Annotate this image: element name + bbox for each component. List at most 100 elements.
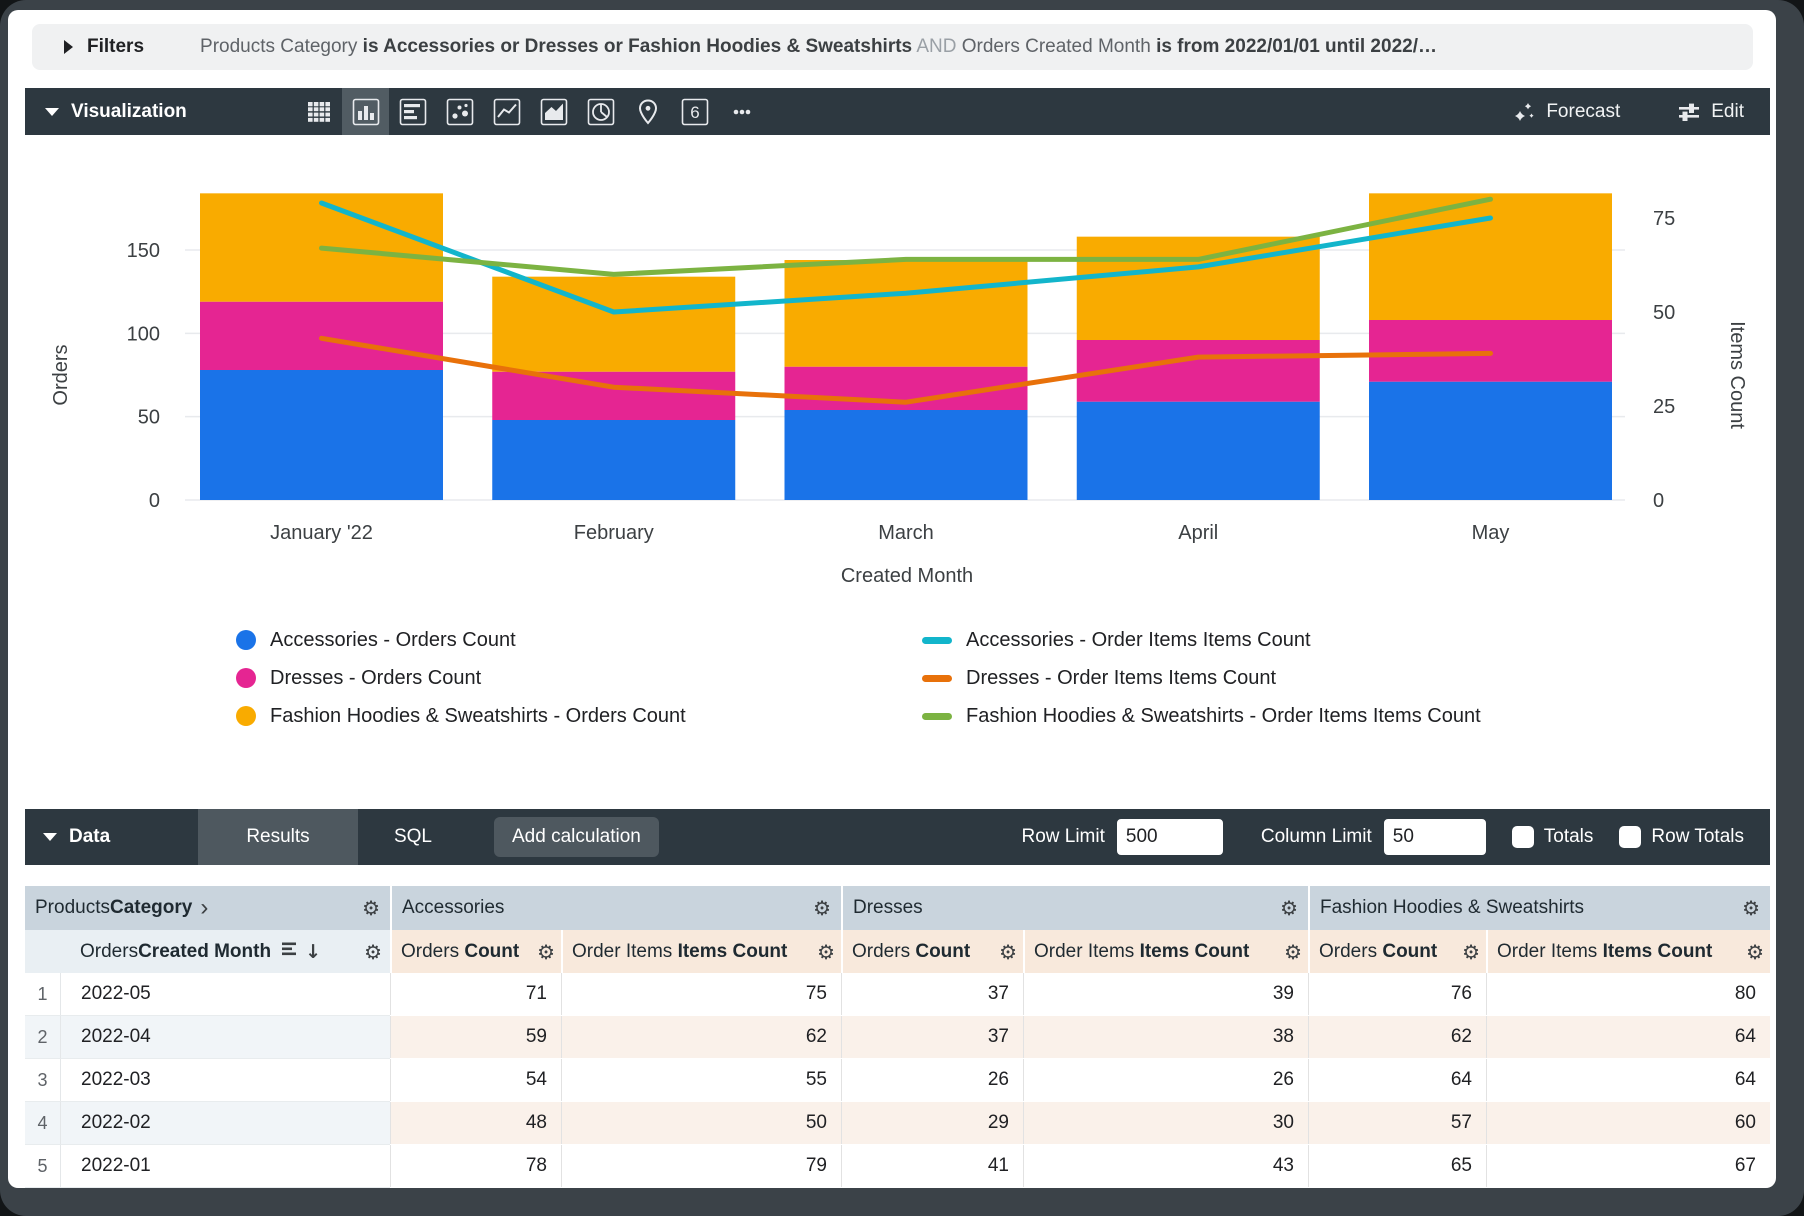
data-collapse[interactable]: Data — [25, 826, 198, 848]
measure-cell[interactable]: 39 — [1023, 973, 1308, 1015]
measure-cell[interactable]: 37 — [841, 1016, 1023, 1058]
measure-cell[interactable]: 26 — [841, 1059, 1023, 1101]
measure-cell[interactable]: 59 — [390, 1016, 561, 1058]
viz-icon-pie-icon[interactable] — [577, 88, 624, 135]
measure-cell[interactable]: 76 — [1308, 973, 1486, 1015]
row-limit-input[interactable] — [1116, 819, 1223, 855]
bar-segment[interactable] — [784, 410, 1028, 500]
measure-header-cell[interactable]: Orders Count ⚙ — [390, 930, 561, 973]
measure-cell[interactable]: 78 — [390, 1145, 561, 1187]
dimension-cell[interactable]: 2022-04 — [60, 1016, 390, 1059]
group-header-cell[interactable]: Products Category › ⚙ — [25, 886, 390, 930]
gear-icon[interactable]: ⚙ — [1462, 939, 1480, 964]
gear-icon[interactable]: ⚙ — [817, 939, 835, 964]
bar-segment[interactable] — [1369, 320, 1612, 382]
dimension-cell[interactable]: 2022-03 — [60, 1059, 390, 1102]
dimension-cell[interactable]: 2022-02 — [60, 1102, 390, 1145]
measure-cell[interactable]: 29 — [841, 1102, 1023, 1144]
bar-segment[interactable] — [1369, 193, 1612, 320]
legend-item[interactable]: Accessories - Order Items Items Count — [922, 621, 1311, 659]
legend-item[interactable]: Accessories - Orders Count — [236, 621, 516, 659]
sort-desc-arrow-icon[interactable]: ↓ — [305, 940, 321, 963]
column-limit-input[interactable] — [1383, 819, 1486, 855]
measure-cell[interactable]: 64 — [1486, 1059, 1770, 1101]
measure-cell[interactable]: 37 — [841, 973, 1023, 1015]
legend-item[interactable]: Fashion Hoodies & Sweatshirts - Order It… — [922, 697, 1481, 735]
legend-item[interactable]: Dresses - Order Items Items Count — [922, 659, 1276, 697]
measure-cell[interactable]: 65 — [1308, 1145, 1486, 1187]
gear-icon[interactable]: ⚙ — [537, 939, 555, 964]
measure-cell[interactable]: 60 — [1486, 1102, 1770, 1144]
measure-cell[interactable]: 30 — [1023, 1102, 1308, 1144]
viz-icon-column-icon[interactable] — [342, 88, 389, 135]
viz-icon-single-value-icon[interactable]: 6 — [671, 88, 718, 135]
measure-cell[interactable]: 57 — [1308, 1102, 1486, 1144]
totals-checkbox[interactable] — [1511, 826, 1534, 848]
row-totals-checkbox[interactable] — [1619, 826, 1642, 848]
bar-segment[interactable] — [784, 260, 1028, 367]
measure-cell[interactable]: 62 — [1308, 1016, 1486, 1058]
measure-header-cell[interactable]: Order Items Items Count ⚙ — [1486, 930, 1770, 973]
viz-icon-bar-icon[interactable] — [389, 88, 436, 135]
measure-cell[interactable]: 38 — [1023, 1016, 1308, 1058]
dimension-cell[interactable]: 2022-05 — [60, 973, 390, 1016]
measure-cell[interactable]: 64 — [1308, 1059, 1486, 1101]
measure-cell[interactable]: 48 — [390, 1102, 561, 1144]
legend-item[interactable]: Dresses - Orders Count — [236, 659, 481, 697]
group-header-cell[interactable]: Accessories ⚙ — [390, 886, 841, 930]
gear-icon[interactable]: ⚙ — [1742, 896, 1760, 920]
filters-bar[interactable]: Filters Products Category is Accessories… — [32, 24, 1753, 70]
measure-cell[interactable]: 75 — [561, 973, 841, 1015]
measure-header-cell[interactable]: Orders Count ⚙ — [841, 930, 1023, 973]
dimension-header-cell[interactable]: Orders Created Month ↓ ⚙ — [60, 930, 390, 973]
bar-segment[interactable] — [492, 276, 736, 372]
bar-segment[interactable] — [1369, 381, 1612, 500]
bar-segment[interactable] — [200, 370, 443, 500]
line-series[interactable] — [319, 196, 1493, 277]
gear-icon[interactable]: ⚙ — [999, 939, 1017, 964]
bar-segment[interactable] — [1076, 401, 1320, 500]
dimension-cell[interactable]: 2022-01 — [60, 1145, 390, 1188]
gear-icon[interactable]: ⚙ — [1284, 939, 1302, 964]
measure-cell[interactable]: 26 — [1023, 1059, 1308, 1101]
measure-cell[interactable]: 71 — [390, 973, 561, 1015]
measure-cell[interactable]: 67 — [1486, 1145, 1770, 1187]
measure-cell[interactable]: 43 — [1023, 1145, 1308, 1187]
legend-item[interactable]: Fashion Hoodies & Sweatshirts - Orders C… — [236, 697, 686, 735]
measure-cell[interactable]: 80 — [1486, 973, 1770, 1015]
viz-icon-map-icon[interactable] — [624, 88, 671, 135]
visualization-collapse[interactable]: Visualization — [25, 101, 295, 123]
measure-cell[interactable]: 79 — [561, 1145, 841, 1187]
gear-icon[interactable]: ⚙ — [1280, 896, 1298, 920]
expand-filters-icon[interactable] — [64, 40, 73, 54]
edit-button[interactable]: Edit — [1676, 99, 1744, 125]
gear-icon[interactable]: ⚙ — [362, 896, 380, 920]
viz-icon-line-icon[interactable] — [483, 88, 530, 135]
viz-icon-scatter-icon[interactable] — [436, 88, 483, 135]
viz-icon-table-icon[interactable] — [295, 88, 342, 135]
measure-cell[interactable]: 50 — [561, 1102, 841, 1144]
measure-cell[interactable]: 41 — [841, 1145, 1023, 1187]
chevron-right-icon[interactable]: › — [200, 894, 209, 921]
bar-segment[interactable] — [492, 420, 736, 500]
measure-cell[interactable]: 64 — [1486, 1016, 1770, 1058]
bar-segment[interactable] — [492, 371, 736, 420]
forecast-button[interactable]: Forecast — [1511, 99, 1620, 125]
measure-header-cell[interactable]: Orders Count ⚙ — [1308, 930, 1486, 973]
tab-results[interactable]: Results — [198, 809, 358, 865]
add-calculation-button[interactable]: Add calculation — [494, 817, 659, 857]
sort-bars-icon[interactable] — [281, 940, 299, 964]
measure-cell[interactable]: 54 — [390, 1059, 561, 1101]
viz-icon-area-icon[interactable] — [530, 88, 577, 135]
group-header-cell[interactable]: Dresses ⚙ — [841, 886, 1308, 930]
measure-header-cell[interactable]: Order Items Items Count ⚙ — [1023, 930, 1308, 973]
measure-header-cell[interactable]: Order Items Items Count ⚙ — [561, 930, 841, 973]
measure-cell[interactable]: 62 — [561, 1016, 841, 1058]
group-header-cell[interactable]: Fashion Hoodies & Sweatshirts ⚙ — [1308, 886, 1770, 930]
tab-sql[interactable]: SQL — [393, 826, 433, 847]
gear-icon[interactable]: ⚙ — [364, 939, 382, 964]
line-series[interactable] — [319, 335, 1493, 405]
measure-cell[interactable]: 55 — [561, 1059, 841, 1101]
viz-icon-more-icon[interactable] — [718, 88, 765, 135]
gear-icon[interactable]: ⚙ — [1746, 939, 1764, 964]
